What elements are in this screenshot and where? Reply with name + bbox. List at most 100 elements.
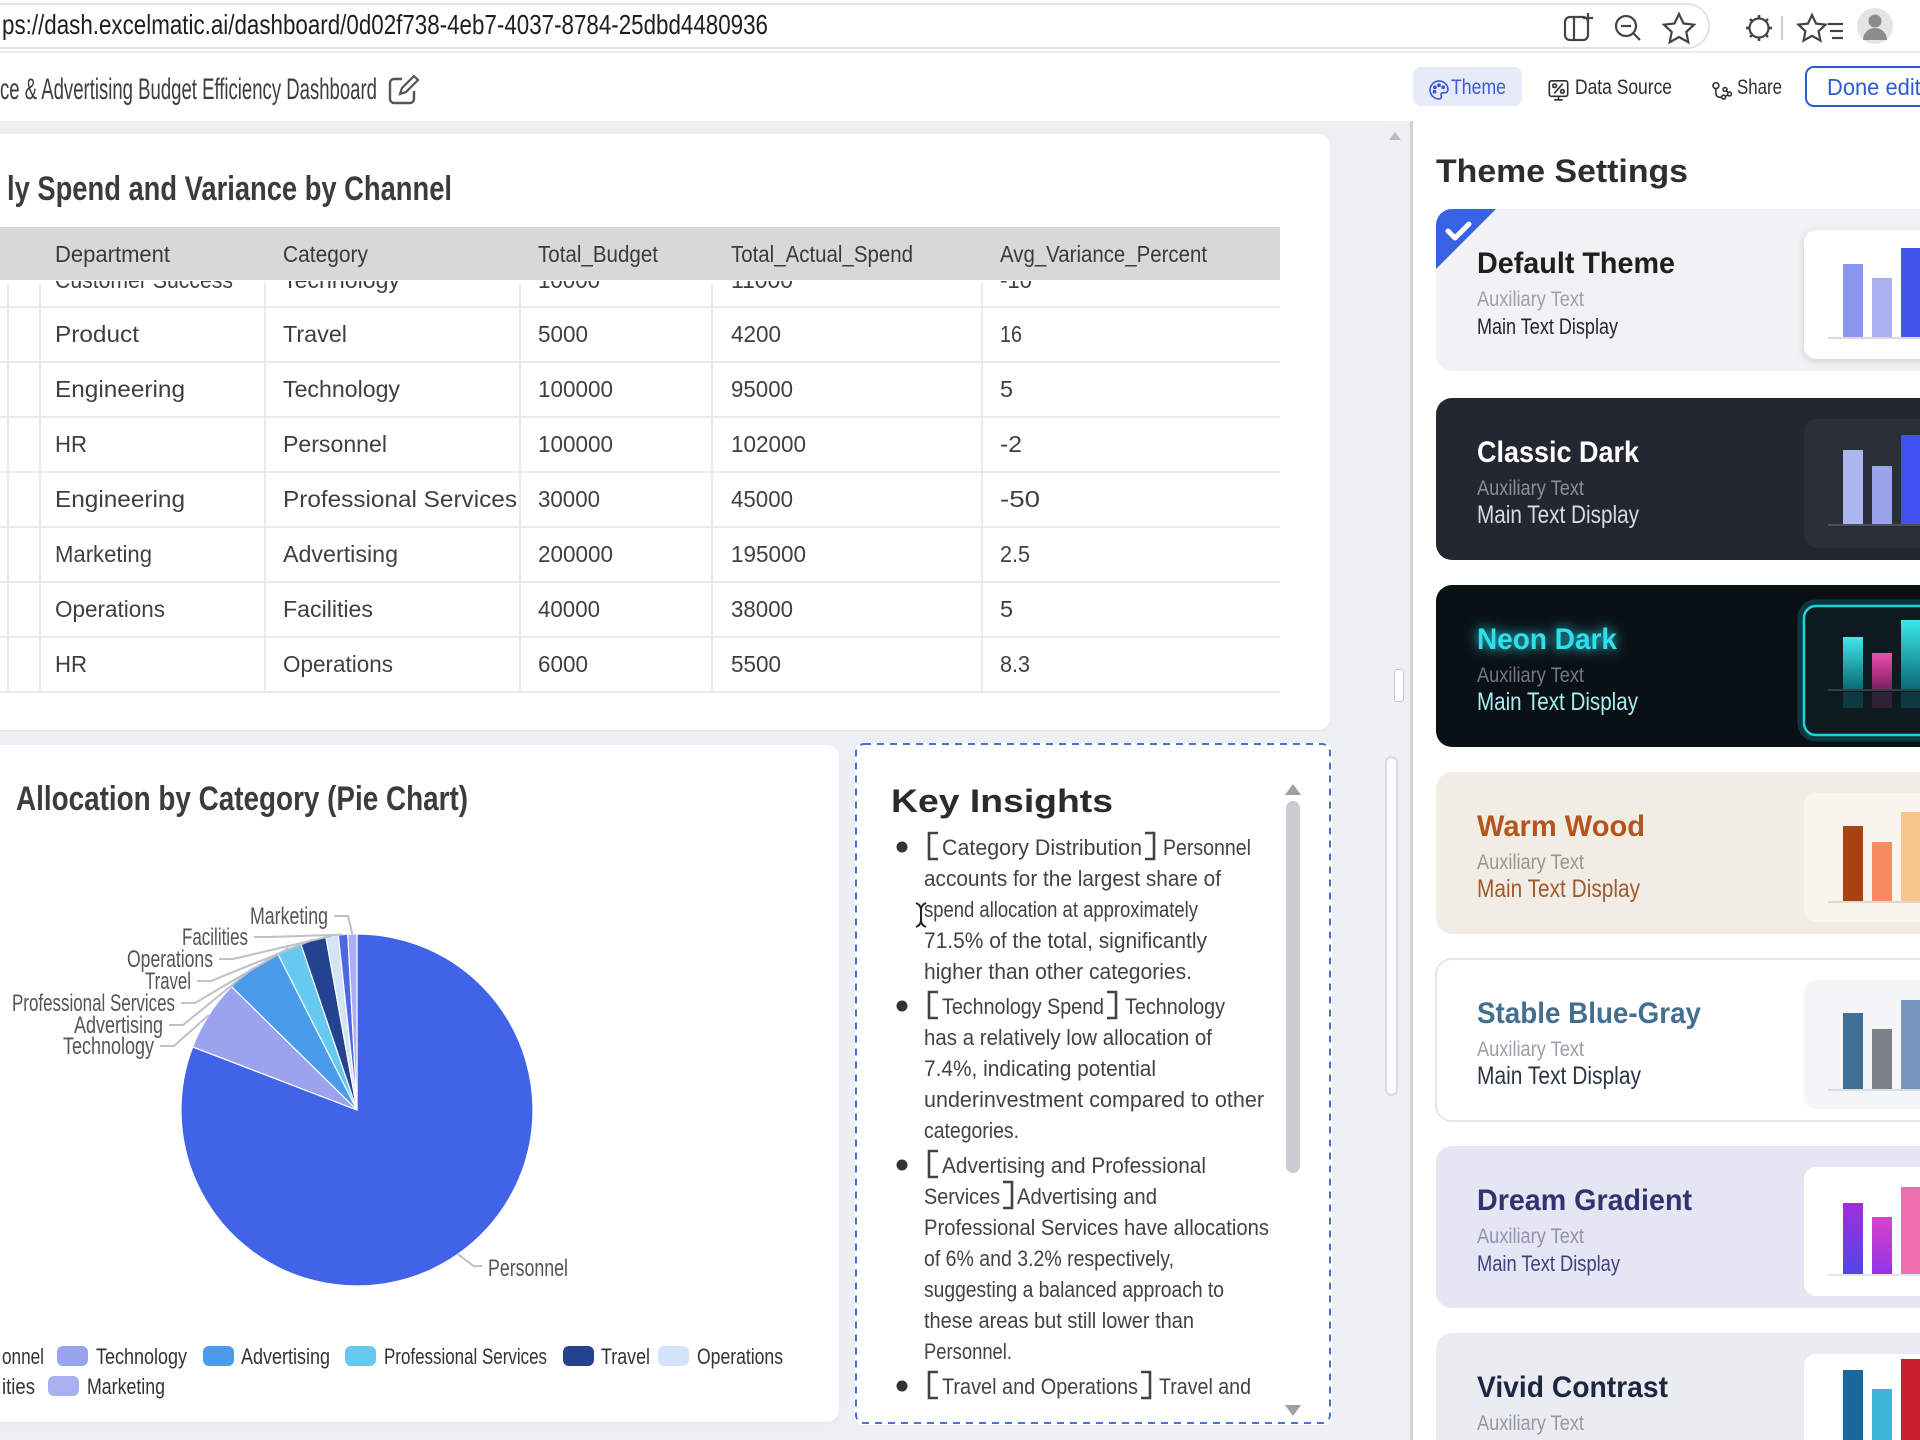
svg-text:these areas but still lower th: these areas but still lower than bbox=[924, 1308, 1194, 1333]
svg-text:Auxiliary Text: Auxiliary Text bbox=[1477, 1412, 1584, 1435]
svg-text:Product: Product bbox=[55, 321, 140, 347]
svg-text:Technology: Technology bbox=[63, 1033, 154, 1060]
svg-text:Avg_Variance_Percent: Avg_Variance_Percent bbox=[1000, 241, 1208, 267]
svg-text:of 6% and 3.2% respectively,: of 6% and 3.2% respectively, bbox=[924, 1246, 1174, 1271]
svg-text:Technology: Technology bbox=[96, 1344, 187, 1369]
svg-text:Technology: Technology bbox=[1125, 994, 1225, 1019]
svg-text:Main Text Display: Main Text Display bbox=[1477, 501, 1639, 529]
svg-text:5: 5 bbox=[1000, 596, 1013, 622]
svg-text:Main Text Display: Main Text Display bbox=[1477, 1251, 1620, 1276]
svg-text:71.5% of the total, significan: 71.5% of the total, significantly bbox=[924, 928, 1207, 953]
svg-text:4200: 4200 bbox=[731, 321, 781, 347]
svg-text:Theme Settings: Theme Settings bbox=[1436, 153, 1688, 189]
svg-text:Main Text Display: Main Text Display bbox=[1477, 875, 1640, 903]
svg-text:30000: 30000 bbox=[538, 486, 600, 512]
svg-text:Professional Services: Professional Services bbox=[384, 1344, 547, 1369]
svg-text:10000: 10000 bbox=[538, 267, 600, 293]
svg-text:6000: 6000 bbox=[538, 651, 588, 677]
svg-text:Neon Dark: Neon Dark bbox=[1477, 623, 1617, 656]
svg-text:Advertising and: Advertising and bbox=[1017, 1184, 1157, 1209]
svg-text:Facilities: Facilities bbox=[283, 596, 373, 622]
svg-text:HR: HR bbox=[55, 651, 87, 677]
svg-text:45000: 45000 bbox=[731, 486, 793, 512]
svg-text:Main Text Display: Main Text Display bbox=[1477, 1062, 1641, 1090]
svg-text:Operations: Operations bbox=[283, 651, 393, 677]
svg-text:Key Insights: Key Insights bbox=[891, 783, 1113, 819]
svg-text:Travel: Travel bbox=[283, 321, 347, 347]
svg-text:5: 5 bbox=[1000, 376, 1013, 402]
svg-text:Classic Dark: Classic Dark bbox=[1477, 436, 1639, 469]
svg-text:Professional Services have all: Professional Services have allocations bbox=[924, 1215, 1269, 1240]
svg-text:Data Source: Data Source bbox=[1575, 76, 1672, 99]
svg-text:Total_Actual_Spend: Total_Actual_Spend bbox=[731, 241, 913, 267]
svg-text:8.3: 8.3 bbox=[1000, 651, 1030, 677]
svg-text:Stable Blue-Gray: Stable Blue-Gray bbox=[1477, 997, 1701, 1030]
svg-text:Advertising and Professional: Advertising and Professional bbox=[942, 1153, 1206, 1178]
svg-text:Travel: Travel bbox=[145, 968, 191, 995]
svg-text:Warm Wood: Warm Wood bbox=[1477, 810, 1645, 843]
svg-text:Technology: Technology bbox=[283, 376, 401, 402]
svg-text:Personnel: Personnel bbox=[283, 431, 387, 457]
svg-text:Technology: Technology bbox=[283, 267, 401, 293]
svg-text:Professional Services: Professional Services bbox=[12, 990, 175, 1017]
svg-text:has a relatively low allocatio: has a relatively low allocation of bbox=[924, 1025, 1213, 1050]
svg-text:95000: 95000 bbox=[731, 376, 793, 402]
svg-text:ly Spend and Variance by Chann: ly Spend and Variance by Channel bbox=[7, 170, 452, 208]
svg-text:suggesting a balanced approach: suggesting a balanced approach to bbox=[924, 1277, 1224, 1302]
svg-text:Department: Department bbox=[55, 241, 171, 267]
svg-text:Services: Services bbox=[924, 1184, 1000, 1209]
svg-text:Engineering: Engineering bbox=[55, 486, 185, 512]
svg-text:Done editing: Done editing bbox=[1827, 74, 1920, 100]
svg-text:Auxiliary Text: Auxiliary Text bbox=[1477, 1225, 1584, 1248]
svg-text:7.4%, indicating potential: 7.4%, indicating potential bbox=[924, 1056, 1156, 1081]
svg-text:spend allocation at approximat: spend allocation at approximately bbox=[924, 897, 1198, 922]
svg-text:2.5: 2.5 bbox=[1000, 541, 1030, 567]
svg-text:Dream Gradient: Dream Gradient bbox=[1477, 1184, 1692, 1217]
svg-text:100000: 100000 bbox=[538, 376, 613, 402]
svg-text:Advertising: Advertising bbox=[241, 1344, 330, 1369]
svg-text:Share: Share bbox=[1737, 76, 1782, 99]
svg-text:40000: 40000 bbox=[538, 596, 600, 622]
svg-text:102000: 102000 bbox=[731, 431, 806, 457]
svg-text:Marketing: Marketing bbox=[87, 1374, 165, 1399]
svg-text:Auxiliary Text: Auxiliary Text bbox=[1477, 477, 1584, 500]
svg-text:Travel and Operations: Travel and Operations bbox=[942, 1374, 1138, 1399]
svg-text:Operations: Operations bbox=[55, 596, 165, 622]
svg-text:38000: 38000 bbox=[731, 596, 793, 622]
svg-text:-10: -10 bbox=[1000, 267, 1032, 293]
svg-text:5000: 5000 bbox=[538, 321, 588, 347]
svg-text:11000: 11000 bbox=[731, 267, 793, 293]
svg-text:Engineering: Engineering bbox=[55, 376, 185, 402]
svg-text:Main Text Display: Main Text Display bbox=[1477, 1438, 1620, 1440]
svg-text:Total_Budget: Total_Budget bbox=[538, 241, 659, 267]
svg-text:Professional Services: Professional Services bbox=[283, 486, 517, 512]
svg-text:HR: HR bbox=[55, 431, 87, 457]
svg-text:Theme: Theme bbox=[1451, 76, 1506, 99]
svg-text:Technology Spend: Technology Spend bbox=[942, 994, 1104, 1019]
svg-text:Vivid Contrast: Vivid Contrast bbox=[1477, 1371, 1668, 1404]
svg-text:-50: -50 bbox=[1000, 486, 1040, 512]
svg-text:200000: 200000 bbox=[538, 541, 613, 567]
svg-text:higher than other categories.: higher than other categories. bbox=[924, 959, 1192, 984]
svg-text:Auxiliary Text: Auxiliary Text bbox=[1477, 288, 1584, 311]
svg-text:Auxiliary Text: Auxiliary Text bbox=[1477, 851, 1584, 874]
svg-text:Advertising: Advertising bbox=[283, 541, 398, 567]
svg-text:-2: -2 bbox=[1000, 431, 1022, 457]
svg-text:Auxiliary Text: Auxiliary Text bbox=[1477, 1038, 1584, 1061]
svg-text:Main Text Display: Main Text Display bbox=[1477, 688, 1638, 716]
svg-text:Personnel: Personnel bbox=[488, 1255, 568, 1282]
svg-text:categories.: categories. bbox=[924, 1118, 1019, 1143]
svg-text:onnel: onnel bbox=[2, 1344, 44, 1369]
svg-text:16: 16 bbox=[1000, 321, 1022, 347]
svg-text:Personnel: Personnel bbox=[1163, 835, 1251, 860]
svg-text:Default Theme: Default Theme bbox=[1477, 247, 1675, 280]
svg-text:Category: Category bbox=[283, 241, 368, 267]
svg-text:195000: 195000 bbox=[731, 541, 806, 567]
svg-text:Personnel.: Personnel. bbox=[924, 1339, 1012, 1364]
svg-text:Facilities: Facilities bbox=[182, 924, 248, 951]
svg-text:ce & Advertising Budget Effici: ce & Advertising Budget Efficiency Dashb… bbox=[0, 73, 377, 106]
svg-text:Allocation by Category (Pie Ch: Allocation by Category (Pie Chart) bbox=[16, 780, 468, 818]
svg-text:Marketing: Marketing bbox=[55, 541, 152, 567]
svg-text:underinvestment compared to ot: underinvestment compared to other bbox=[924, 1087, 1264, 1112]
svg-text:Operations: Operations bbox=[697, 1344, 783, 1369]
